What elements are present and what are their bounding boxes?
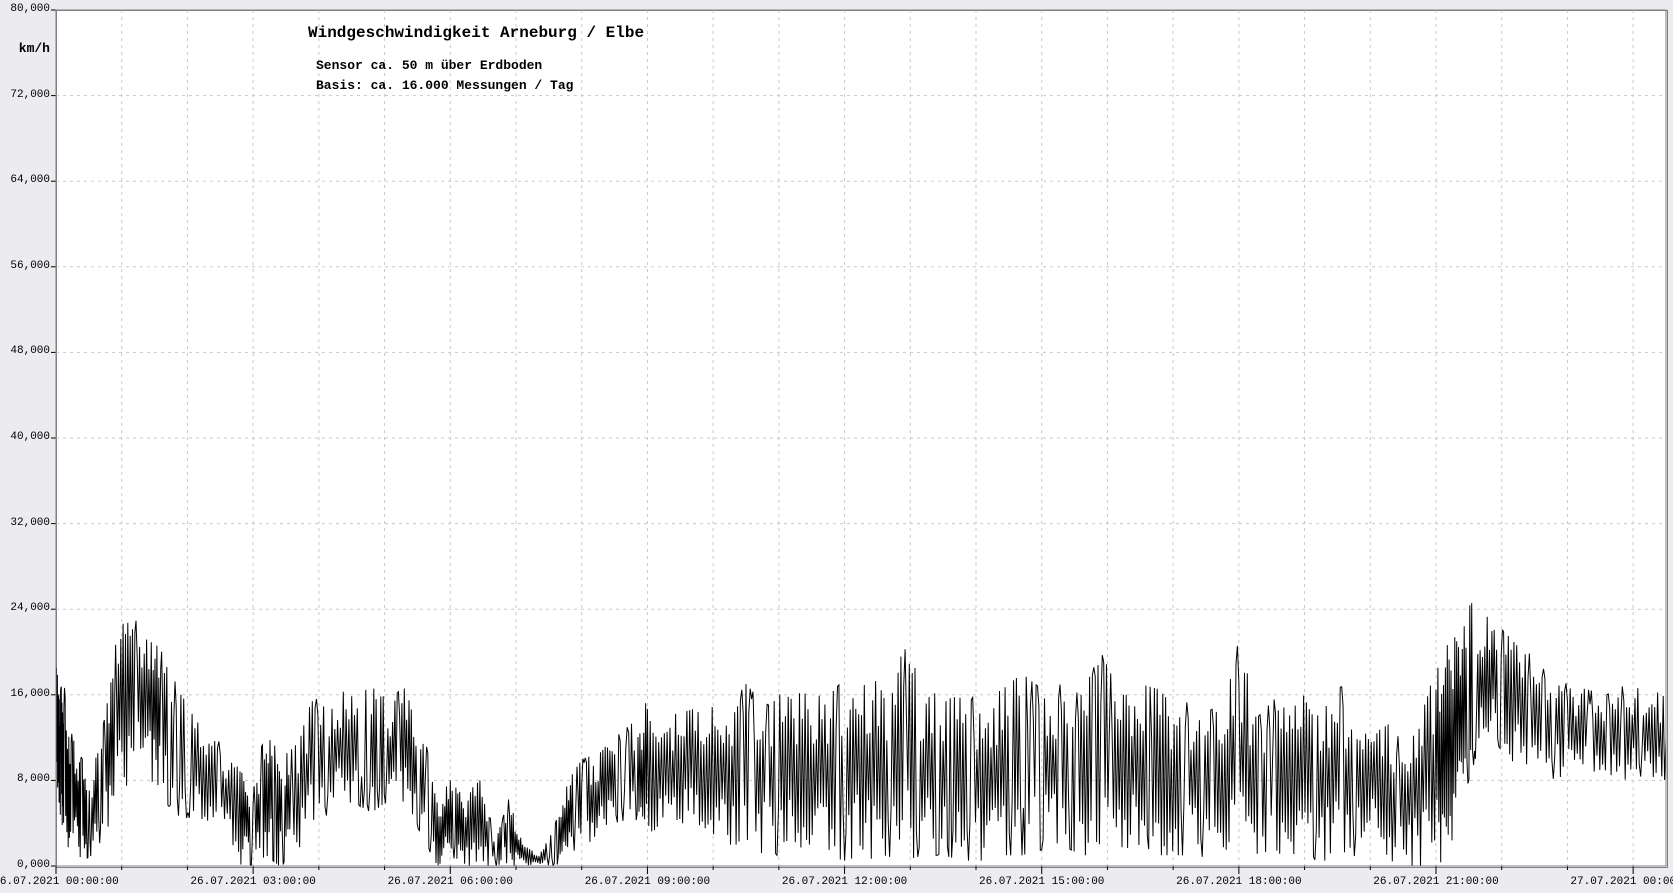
x-tick-label: 26.07.2021 06:00:00 — [388, 876, 513, 888]
y-tick-label: 0,000 — [6, 859, 50, 871]
wind-speed-series — [56, 603, 1666, 866]
x-tick-label: 26.07.2021 09:00:00 — [585, 876, 710, 888]
x-tick-label: 26.07.2021 03:00:00 — [190, 876, 315, 888]
x-tick-label: 27.07.2021 00:00:00 — [1570, 876, 1673, 888]
y-tick-label: 48,000 — [6, 345, 50, 357]
x-tick-label: 26.07.2021 00:00:00 — [0, 876, 119, 888]
y-tick-label: 24,000 — [6, 602, 50, 614]
chart-subtitle-1: Sensor ca. 50 m über Erdboden — [316, 58, 542, 73]
chart-svg — [0, 0, 1673, 893]
y-tick-label: 8,000 — [6, 773, 50, 785]
chart-title: Windgeschwindigkeit Arneburg / Elbe — [308, 24, 644, 42]
y-axis-label: km/h — [6, 41, 50, 56]
x-tick-label: 26.07.2021 12:00:00 — [782, 876, 907, 888]
x-tick-label: 26.07.2021 15:00:00 — [979, 876, 1104, 888]
y-tick-label: 64,000 — [6, 174, 50, 186]
y-tick-label: 56,000 — [6, 260, 50, 272]
y-tick-label: 80,000 — [6, 3, 50, 15]
y-tick-label: 40,000 — [6, 431, 50, 443]
y-tick-label: 16,000 — [6, 688, 50, 700]
chart-page: km/h Windgeschwindigkeit Arneburg / Elbe… — [0, 0, 1673, 893]
x-tick-label: 26.07.2021 18:00:00 — [1176, 876, 1301, 888]
chart-subtitle-2: Basis: ca. 16.000 Messungen / Tag — [316, 78, 573, 93]
y-tick-label: 32,000 — [6, 517, 50, 529]
x-tick-label: 26.07.2021 21:00:00 — [1373, 876, 1498, 888]
y-tick-label: 72,000 — [6, 89, 50, 101]
